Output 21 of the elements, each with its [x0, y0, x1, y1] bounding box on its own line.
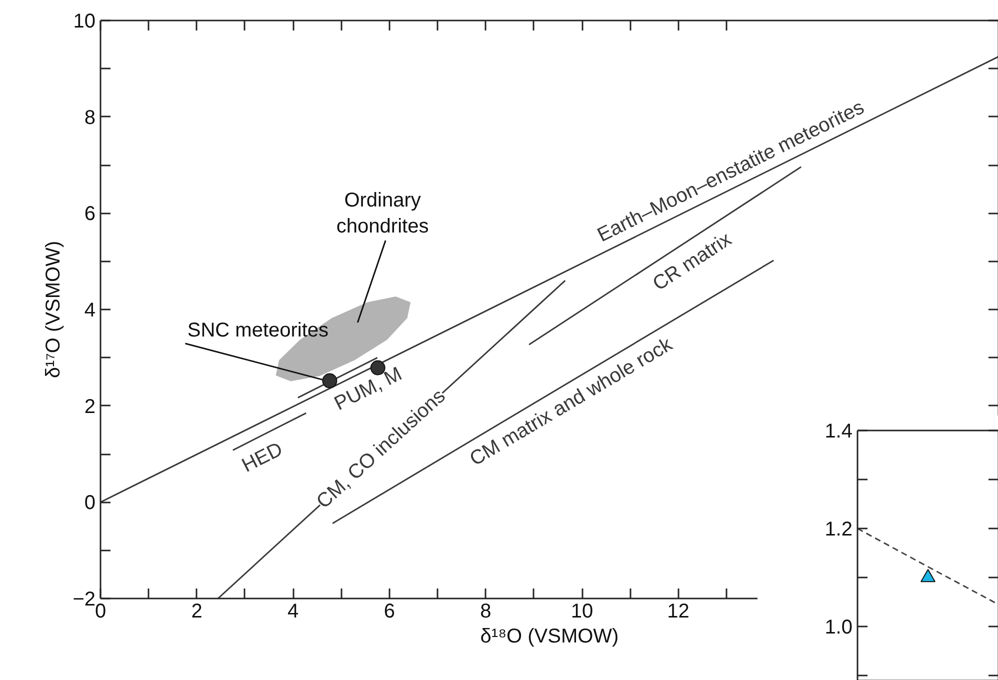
- x-tick-label: 2: [191, 600, 202, 622]
- x-tick-label: 8: [480, 600, 492, 622]
- annotation: Ordinary chondrites: [336, 189, 429, 238]
- x-axis-title: δ¹⁸O (VSMOW): [480, 626, 619, 648]
- y-tick-label: 1.2: [824, 518, 853, 541]
- y-tick-label: 4: [84, 300, 96, 322]
- x-tick-label: 6: [384, 600, 395, 622]
- y-tick-label: 1.4: [824, 420, 853, 442]
- y-tick-label: 8: [84, 106, 96, 129]
- y-tick-label: 1.0: [824, 616, 853, 639]
- y-tick-label: −2: [72, 588, 96, 610]
- x-tick-label: 10: [570, 600, 594, 622]
- annotation: SNC meteorites: [187, 320, 329, 342]
- y-tick-label: 0: [84, 492, 96, 514]
- x-tick-label: 4: [288, 600, 299, 622]
- text: HED: [238, 438, 286, 477]
- y-tick-label: 2: [84, 396, 96, 418]
- y-tick-label: 10: [73, 10, 96, 32]
- x-tick-label: 12: [667, 600, 690, 622]
- y-axis-title: δ¹⁷O (VSMOW): [42, 240, 65, 378]
- y-tick-label: 6: [84, 203, 96, 226]
